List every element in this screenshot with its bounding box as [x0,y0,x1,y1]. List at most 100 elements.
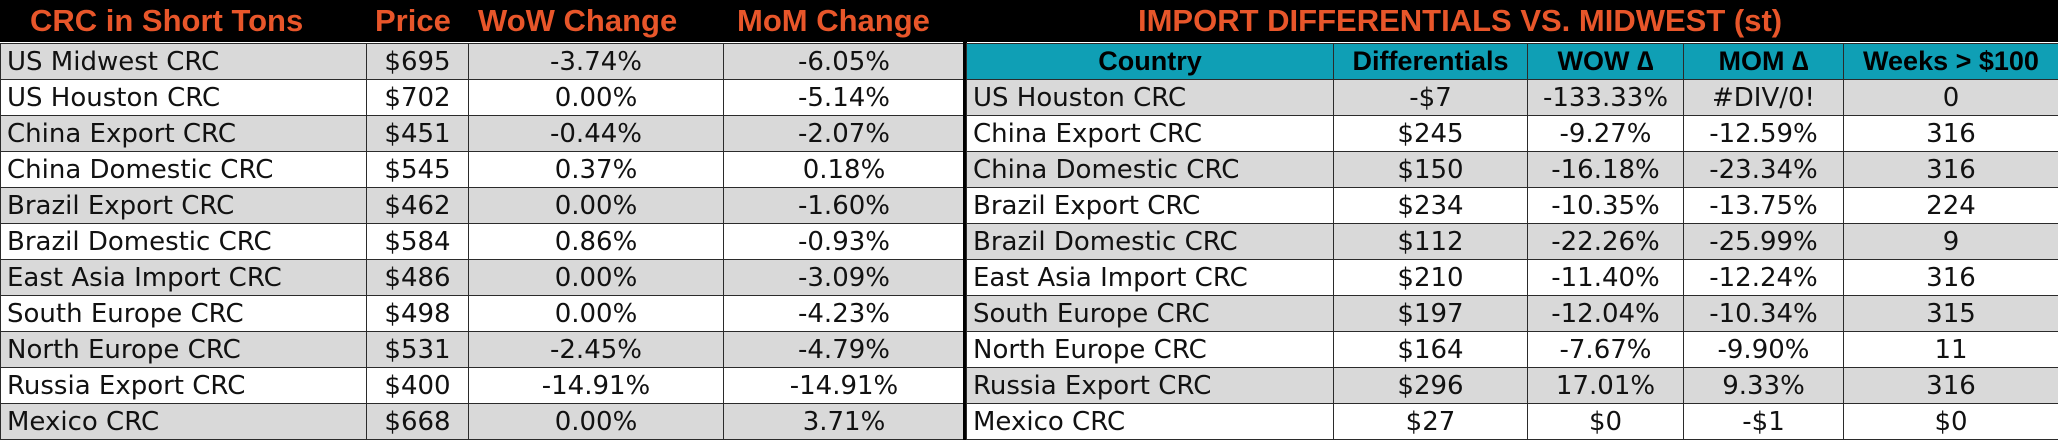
differential-cell: $197 [1333,295,1528,332]
weeks-over-100-cell: 316 [1843,367,2058,404]
country-cell: South Europe CRC [966,295,1334,332]
mom-delta-cell: -10.34% [1683,295,1844,332]
mom-delta-cell: -12.59% [1683,115,1844,152]
weeks-over-100-cell: 316 [1843,259,2058,296]
wow-delta-cell: -16.18% [1527,151,1684,188]
product-name-cell: Russia Export CRC [0,367,367,404]
table-row: Mexico CRC $668 0.00% 3.71% [0,403,965,440]
mom-change-cell: -14.91% [723,367,965,404]
differential-cell: $245 [1333,115,1528,152]
differential-cell: -$7 [1333,79,1528,116]
table-row: Brazil Export CRC $234 -10.35% -13.75% 224 [966,187,2058,224]
wow-change-cell: 0.00% [468,187,724,224]
price-cell: $498 [366,295,469,332]
mom-delta-cell: -25.99% [1683,223,1844,260]
price-cell: $400 [366,367,469,404]
wow-delta-cell: -7.67% [1527,331,1684,368]
table-row: East Asia Import CRC $210 -11.40% -12.24% 31… [966,259,2058,296]
wow-change-cell: -14.91% [468,367,724,404]
table-row: Brazil Domestic CRC $584 0.86% -0.93% [0,223,965,260]
mom-change-cell: -3.09% [723,259,965,296]
table-row: South Europe CRC $498 0.00% -4.23% [0,295,965,332]
product-name-cell: Brazil Domestic CRC [0,223,367,260]
table-row: South Europe CRC $197 -12.04% -10.34% 315 [966,295,2058,332]
price-cell: $462 [366,187,469,224]
crc-price-table: US Midwest CRC $695 -3.74% -6.05% US Houston… [0,43,965,440]
mom-delta-cell: -$1 [1683,403,1844,440]
mom-delta-cell: -23.34% [1683,151,1844,188]
import-differentials-table: Country Differentials WOW ∆ MOM ∆ Weeks … [966,43,2058,440]
differential-cell: $296 [1333,367,1528,404]
table-row: Russia Export CRC $400 -14.91% -14.91% [0,367,965,404]
country-cell: Russia Export CRC [966,367,1334,404]
weeks-over-100-cell: 316 [1843,115,2058,152]
weeks-over-100-cell: 315 [1843,295,2058,332]
table-row: North Europe CRC $164 -7.67% -9.90% 11 [966,331,2058,368]
left-header-wow: WoW Change [478,3,678,38]
header-bar [0,0,2058,42]
mom-delta-cell: -9.90% [1683,331,1844,368]
product-name-cell: China Domestic CRC [0,151,367,188]
mom-change-cell: 3.71% [723,403,965,440]
mom-delta-cell: -13.75% [1683,187,1844,224]
differential-cell: $112 [1333,223,1528,260]
column-header-row: Country Differentials WOW ∆ MOM ∆ Weeks … [966,43,2058,80]
weeks-over-100-cell: 224 [1843,187,2058,224]
wow-change-cell: 0.00% [468,79,724,116]
wow-delta-cell: -12.04% [1527,295,1684,332]
product-name-cell: Brazil Export CRC [0,187,367,224]
country-cell: US Houston CRC [966,79,1334,116]
table-row: China Domestic CRC $545 0.37% 0.18% [0,151,965,188]
right-title: IMPORT DIFFERENTIALS VS. MIDWEST (st) [1138,3,1783,38]
column-header-differentials: Differentials [1333,43,1528,80]
mom-change-cell: -1.60% [723,187,965,224]
price-cell: $531 [366,331,469,368]
product-name-cell: South Europe CRC [0,295,367,332]
country-cell: Brazil Export CRC [966,187,1334,224]
table-row: China Domestic CRC $150 -16.18% -23.34% 316 [966,151,2058,188]
wow-delta-cell: 17.01% [1527,367,1684,404]
weeks-over-100-cell: 316 [1843,151,2058,188]
table-row: Russia Export CRC $296 17.01% 9.33% 316 [966,367,2058,404]
mom-delta-cell: 9.33% [1683,367,1844,404]
country-cell: China Export CRC [966,115,1334,152]
wow-change-cell: 0.00% [468,403,724,440]
product-name-cell: China Export CRC [0,115,367,152]
column-header-mom: MOM ∆ [1683,43,1844,80]
differential-cell: $210 [1333,259,1528,296]
mom-change-cell: -4.23% [723,295,965,332]
table-row: North Europe CRC $531 -2.45% -4.79% [0,331,965,368]
table-row: US Midwest CRC $695 -3.74% -6.05% [0,43,965,80]
table-row: Mexico CRC $27 $0 -$1 $0 [966,403,2058,440]
weeks-over-100-cell: 11 [1843,331,2058,368]
wow-delta-cell: -10.35% [1527,187,1684,224]
weeks-over-100-cell: 0 [1843,79,2058,116]
mom-change-cell: -2.07% [723,115,965,152]
table-row: US Houston CRC -$7 -133.33% #DIV/0! 0 [966,79,2058,116]
column-header-country: Country [966,43,1334,80]
mom-change-cell: -0.93% [723,223,965,260]
left-header-price: Price [375,3,451,38]
wow-delta-cell: $0 [1527,403,1684,440]
wow-change-cell: -3.74% [468,43,724,80]
weeks-over-100-cell: 9 [1843,223,2058,260]
product-name-cell: East Asia Import CRC [0,259,367,296]
product-name-cell: US Houston CRC [0,79,367,116]
mom-change-cell: -4.79% [723,331,965,368]
wow-change-cell: -0.44% [468,115,724,152]
column-header-wow: WOW ∆ [1527,43,1684,80]
price-cell: $451 [366,115,469,152]
mom-delta-cell: -12.24% [1683,259,1844,296]
wow-change-cell: 0.37% [468,151,724,188]
table-row: China Export CRC $451 -0.44% -2.07% [0,115,965,152]
price-cell: $486 [366,259,469,296]
column-header-weeks: Weeks > $100 [1843,43,2058,80]
country-cell: Mexico CRC [966,403,1334,440]
country-cell: China Domestic CRC [966,151,1334,188]
table-row: Brazil Domestic CRC $112 -22.26% -25.99% 9 [966,223,2058,260]
mom-change-cell: -6.05% [723,43,965,80]
price-cell: $584 [366,223,469,260]
price-cell: $545 [366,151,469,188]
table-row: Brazil Export CRC $462 0.00% -1.60% [0,187,965,224]
